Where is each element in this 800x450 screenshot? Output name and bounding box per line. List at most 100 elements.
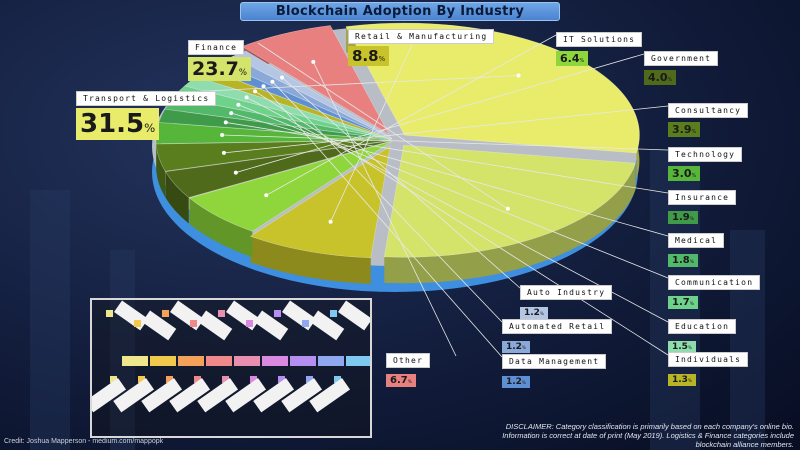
slice-value-number: 4.0 xyxy=(648,71,668,84)
slice-label: Education 1.5% xyxy=(668,314,737,353)
legend-strip-segment xyxy=(122,356,148,366)
slice-label-value: 1.9% xyxy=(668,211,698,224)
slice-label: Data Management 1.2% xyxy=(502,349,607,388)
legend-marker xyxy=(246,320,253,327)
leader-line xyxy=(222,134,669,151)
background-building xyxy=(30,190,70,450)
legend-strip-segment xyxy=(346,356,372,366)
legend-strip-segment xyxy=(150,356,176,366)
legend-tag xyxy=(226,300,261,331)
legend-tag xyxy=(338,300,373,331)
leader-line xyxy=(272,81,503,323)
leader-dot xyxy=(253,89,258,94)
slice-label: Medical 1.8% xyxy=(668,228,725,267)
slice-value-unit: % xyxy=(238,68,248,78)
leader-dot xyxy=(516,73,521,78)
legend-tag xyxy=(113,378,155,413)
legend-marker xyxy=(334,376,341,383)
slice-value-unit: % xyxy=(521,345,526,350)
slice-label: Transport & Logistics 31.5% xyxy=(76,86,217,140)
slice-label: Consultancy 3.9% xyxy=(668,98,749,137)
slice-label-value: 3.0% xyxy=(668,166,701,181)
slice-label: Technology 3.0% xyxy=(668,142,743,181)
slice-value-number: 1.5 xyxy=(672,342,688,352)
leader-dot xyxy=(229,111,234,116)
legend-tag xyxy=(253,310,289,341)
slice-value-unit: % xyxy=(689,217,694,222)
legend-strip-segment xyxy=(318,356,344,366)
legend-tag xyxy=(282,300,317,331)
slice-label-name: Medical xyxy=(668,233,725,248)
slice-value-number: 1.8 xyxy=(672,255,690,266)
slice-value-number: 1.7 xyxy=(672,297,690,308)
leader-line xyxy=(235,53,645,173)
slice-value-unit: % xyxy=(691,173,697,179)
slice-value-number: 8.8 xyxy=(352,47,379,65)
slice-label-name: IT Solutions xyxy=(556,32,643,47)
slice-label-name: Finance xyxy=(188,40,245,55)
slice-label-value: 1.2% xyxy=(502,341,530,353)
leader-line xyxy=(246,97,669,323)
leader-line xyxy=(145,75,519,95)
slice-label-name: Communication xyxy=(668,275,761,290)
slice-side-it-solutions xyxy=(189,198,253,258)
leader-dot xyxy=(233,170,238,175)
slice-label-name: Other xyxy=(386,353,431,368)
legend-marker xyxy=(194,376,201,383)
leader-dot xyxy=(328,219,333,224)
slice-value-unit: % xyxy=(378,55,385,63)
slice-label-value: 6.4% xyxy=(556,51,589,66)
legend-tag xyxy=(85,378,127,413)
legend-tag xyxy=(114,300,149,331)
slice-label: Government 4.0% xyxy=(644,46,719,85)
slice-value-number: 1.2 xyxy=(506,342,522,352)
leader-dot xyxy=(221,150,226,155)
slice-label-name: Auto Industry xyxy=(520,285,613,300)
slice-value-number: 1.9 xyxy=(672,212,690,223)
slice-label-name: Technology xyxy=(668,147,743,162)
legend-tag xyxy=(309,378,351,413)
slice-label-value: 1.5% xyxy=(668,341,696,353)
slice-value-number: 31.5 xyxy=(80,109,145,139)
leader-line xyxy=(263,86,503,358)
slice-label-name: Transport & Logistics xyxy=(76,91,217,106)
slice-label: IT Solutions 6.4% xyxy=(556,27,643,66)
legend-strip-segment xyxy=(178,356,204,366)
slice-value-number: 1.3 xyxy=(672,375,688,385)
legend-marker xyxy=(330,310,337,317)
slice-label: Individuals 1.3% xyxy=(668,347,749,386)
legend-marker xyxy=(162,310,169,317)
slice-label-name: Individuals xyxy=(668,352,749,367)
slice-consultancy xyxy=(155,139,392,172)
legend-marker xyxy=(218,310,225,317)
slice-value-unit: % xyxy=(687,345,692,350)
legend-marker xyxy=(222,376,229,383)
slice-label-name: Data Management xyxy=(502,354,607,369)
slice-value-unit: % xyxy=(539,311,544,316)
slice-value-number: 6.7 xyxy=(390,375,408,386)
legend-tag xyxy=(281,378,323,413)
slice-label-value: 23.7% xyxy=(188,57,252,81)
legend-tag xyxy=(169,300,205,331)
legend-strip-segment xyxy=(206,356,232,366)
slice-it-solutions xyxy=(188,140,393,232)
slice-label: Retail & Manufacturing 8.8% xyxy=(348,24,495,66)
leader-line xyxy=(223,105,669,154)
legend-marker xyxy=(302,320,309,327)
slice-label-value: 1.8% xyxy=(668,254,698,267)
legend-marker xyxy=(250,376,257,383)
slice-label: Communication 1.7% xyxy=(668,270,761,309)
slice-side-retail-manufacturing xyxy=(250,236,371,284)
slice-label-name: Education xyxy=(668,319,737,334)
slice-label-value: 8.8% xyxy=(348,46,389,66)
slice-value-unit: % xyxy=(689,302,694,307)
leader-line xyxy=(266,34,557,196)
slice-side-finance xyxy=(384,163,636,284)
legend-marker xyxy=(190,320,197,327)
leader-dot xyxy=(244,95,249,100)
slice-label-name: Automated Retail xyxy=(502,319,613,334)
slice-label: Auto Industry 1.2% xyxy=(520,280,613,319)
slice-label-value: 1.7% xyxy=(668,296,698,309)
leader-line xyxy=(312,61,457,357)
